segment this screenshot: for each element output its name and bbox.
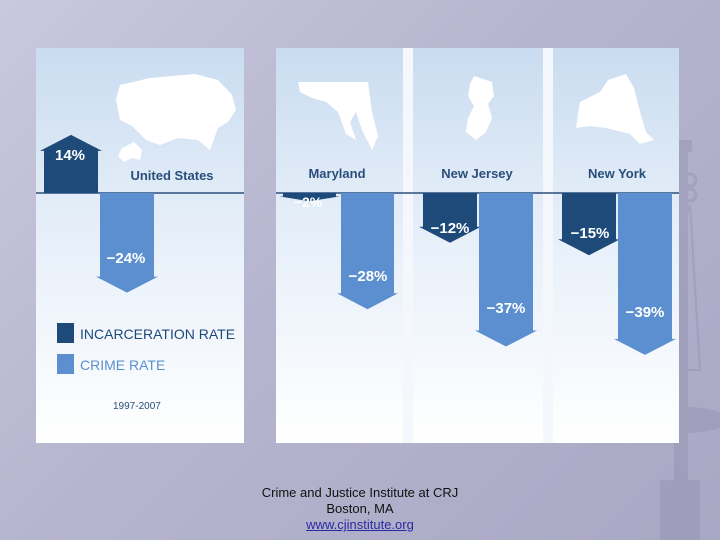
panel-divider (403, 48, 413, 443)
crime-bar (96, 193, 158, 293)
region-label: New Jersey (441, 166, 513, 181)
incarceration-value-label: 14% (55, 147, 85, 164)
legend-swatch-crime (57, 354, 74, 374)
region-label: United States (130, 168, 213, 183)
crime-bar (475, 193, 537, 347)
new-jersey-map-icon (466, 76, 494, 140)
crime-bar (337, 193, 398, 310)
incarceration-value-label: −2% (294, 194, 323, 210)
crime-bar (614, 193, 676, 355)
incarceration-value-label: −12% (431, 220, 470, 237)
crime-value-label: −28% (349, 268, 388, 285)
legend-label-crime: CRIME RATE (80, 357, 165, 373)
region-label: New York (588, 166, 647, 181)
crime-value-label: −37% (487, 300, 526, 317)
incarceration-value-label: −15% (571, 225, 610, 242)
incarceration-bar (279, 193, 340, 202)
united-states-map-icon (116, 74, 236, 150)
legend-swatch-incarceration (57, 323, 74, 343)
new-york-map-icon (576, 74, 654, 144)
panel-divider (543, 48, 553, 443)
legend-label-incarceration: INCARCERATION RATE (80, 326, 235, 342)
region-label: Maryland (308, 166, 365, 181)
footer-city: Boston, MA (326, 501, 394, 516)
period-label: 1997-2007 (113, 401, 161, 412)
footer-organization: Crime and Justice Institute at CRJ (261, 485, 459, 500)
crime-value-label: −24% (107, 250, 146, 267)
crime-value-label: −39% (626, 304, 665, 321)
incarceration-bar (40, 134, 102, 193)
incarceration-bar (419, 193, 481, 243)
incarceration-bar (558, 193, 620, 256)
alaska-map-icon (118, 142, 142, 162)
maryland-map-icon (298, 82, 378, 150)
footer-link[interactable]: www.cjinstitute.org (306, 517, 414, 532)
